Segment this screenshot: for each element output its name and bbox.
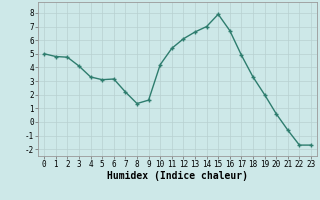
X-axis label: Humidex (Indice chaleur): Humidex (Indice chaleur) <box>107 171 248 181</box>
